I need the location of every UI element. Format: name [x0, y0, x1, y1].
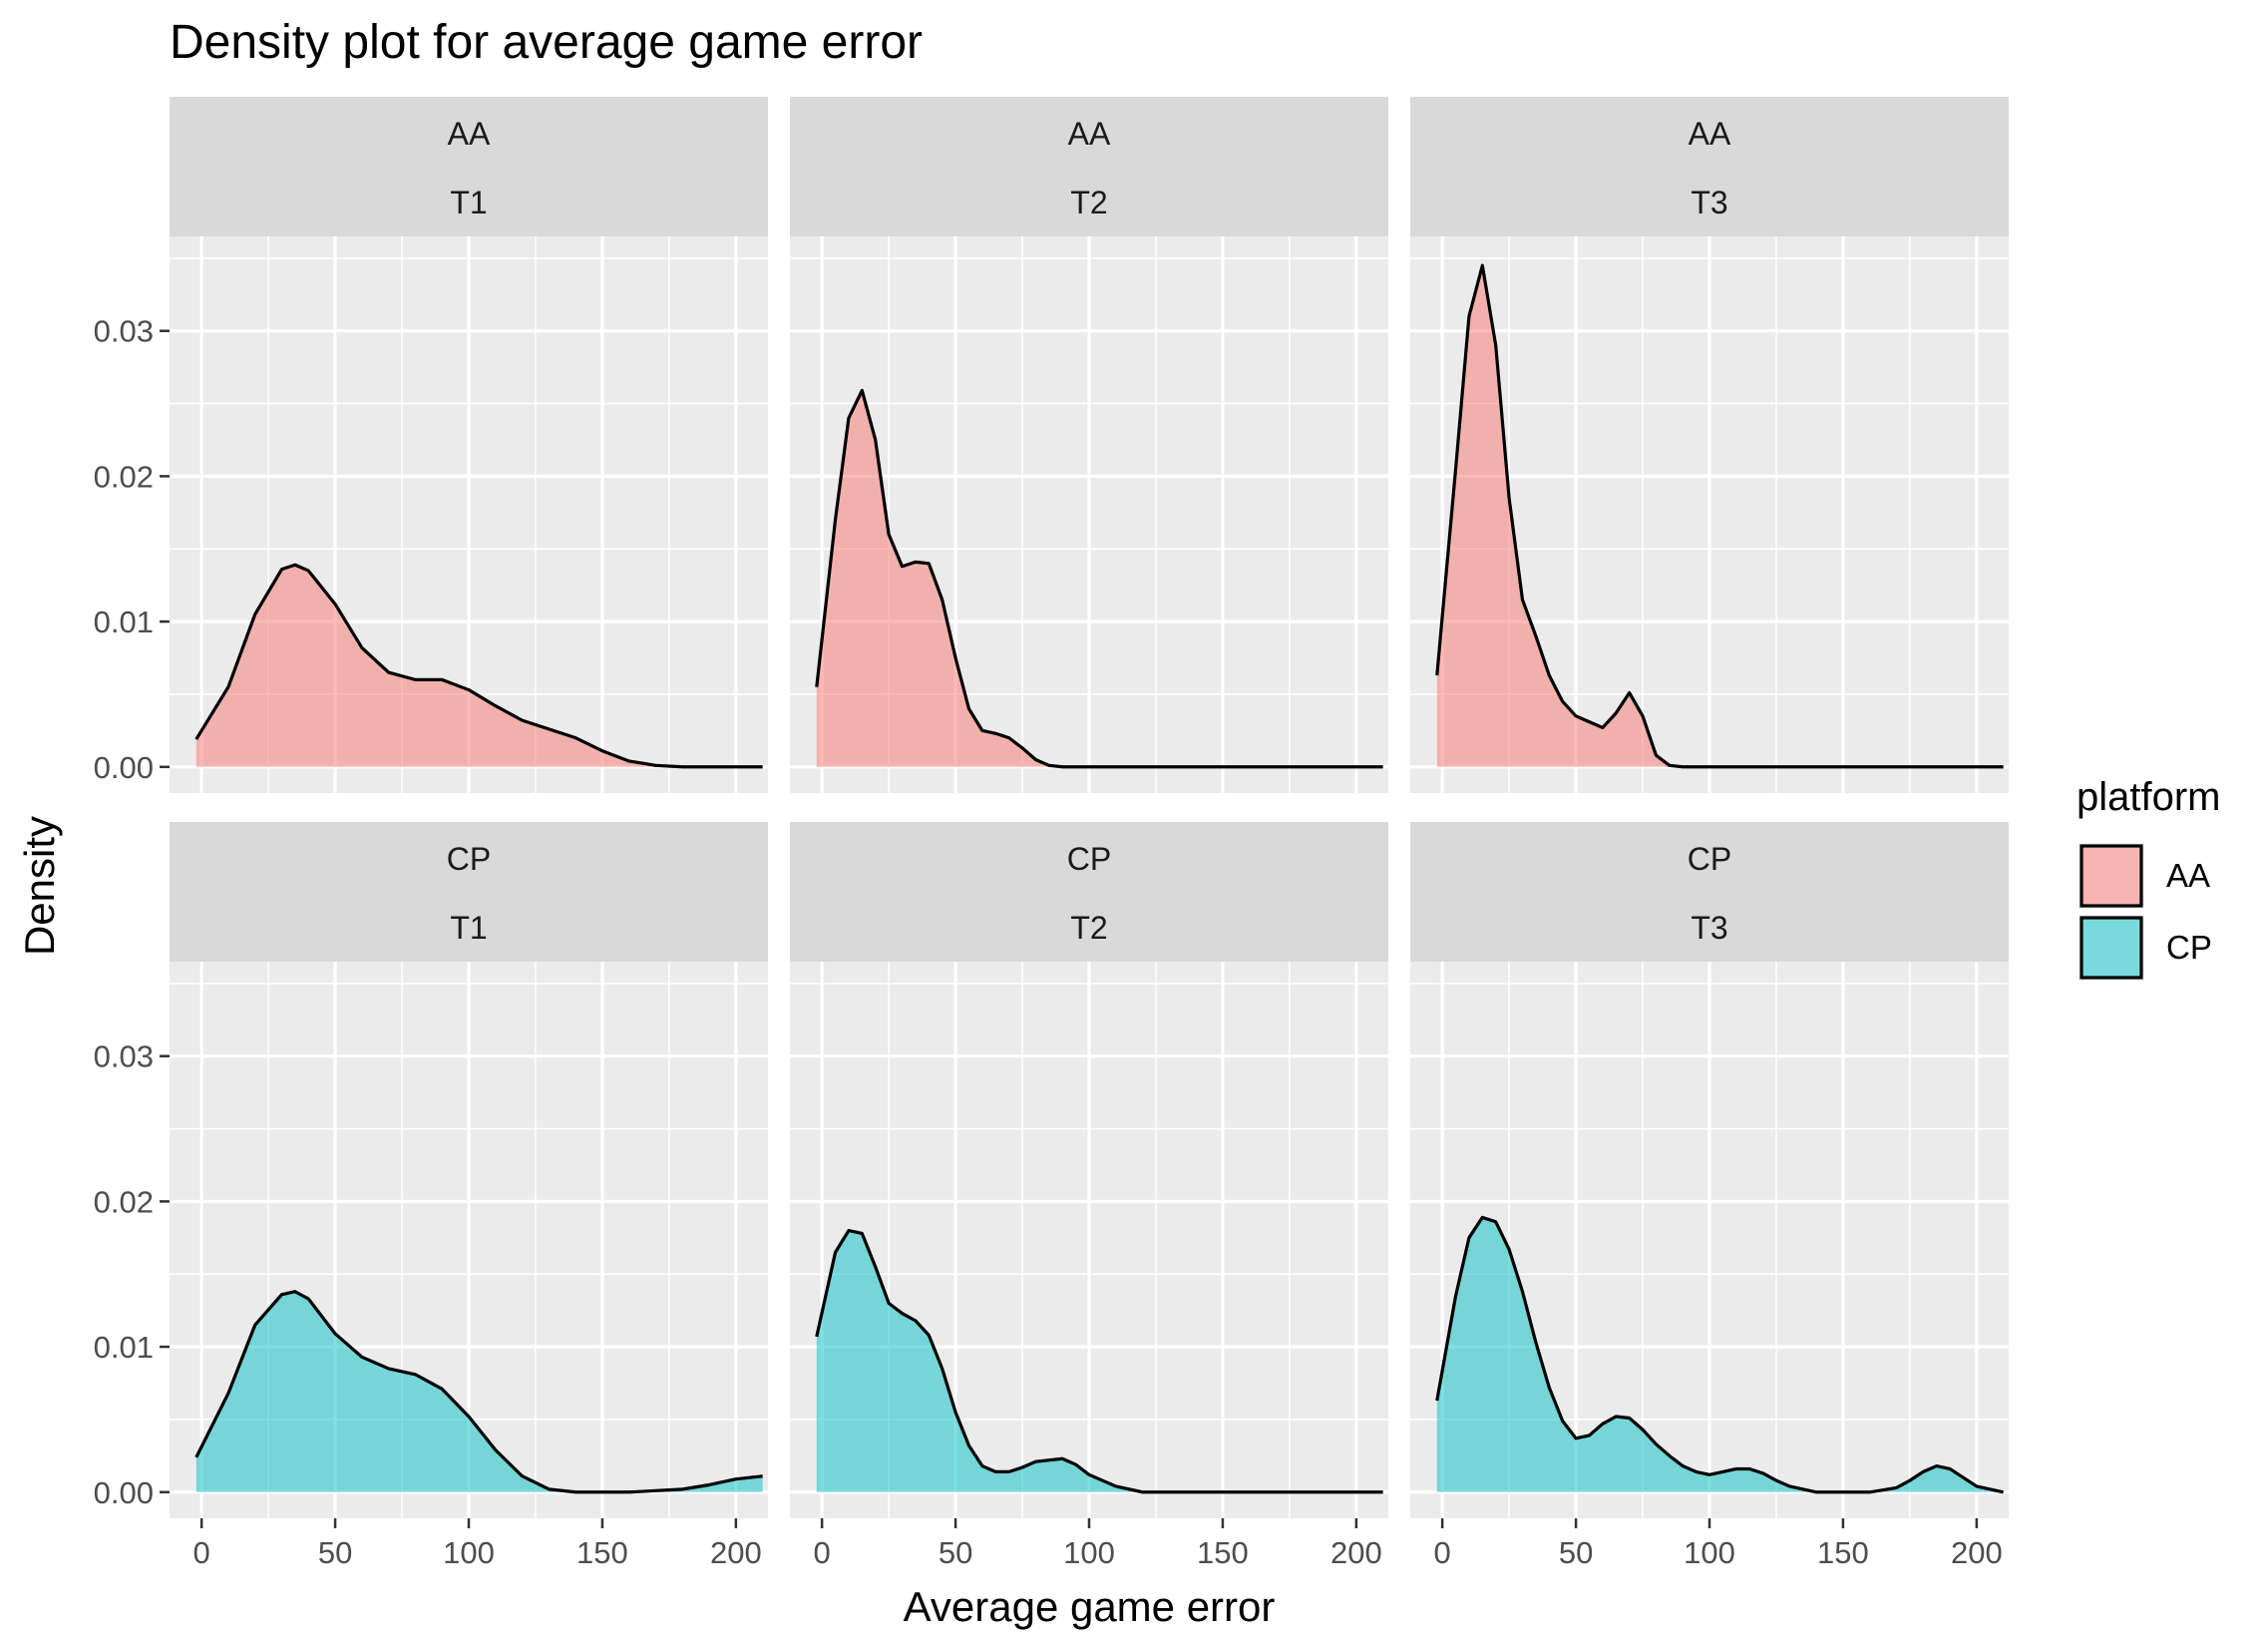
- x-tick-label: 100: [1063, 1535, 1115, 1570]
- x-tick-label: 150: [576, 1535, 628, 1570]
- facet-strip: [1410, 97, 2009, 236]
- y-tick-label: 0.00: [94, 750, 154, 785]
- strip-label-task: T2: [1070, 910, 1107, 946]
- strip-label-task: T1: [450, 910, 487, 946]
- x-tick-label: 50: [1559, 1535, 1593, 1570]
- y-tick-label: 0.03: [94, 314, 154, 349]
- x-tick-label: 100: [443, 1535, 495, 1570]
- x-tick-label: 0: [814, 1535, 831, 1570]
- panel-aa-t2: AA T2: [790, 97, 1388, 793]
- legend: platform AA CP: [2077, 775, 2221, 981]
- legend-swatch-cp: [2079, 916, 2143, 980]
- panel-cp-t1: CP T1 0.00 0.01 0.02 0.03 0 50 100 150 200: [94, 822, 768, 1570]
- x-tick-label: 200: [1330, 1535, 1382, 1570]
- legend-swatch-aa: [2079, 844, 2143, 908]
- strip-label-task: T3: [1691, 185, 1727, 220]
- strip-label-platform: AA: [1689, 116, 1731, 152]
- facet-strip: [790, 97, 1388, 236]
- strip-label-task: T1: [450, 185, 487, 220]
- x-tick-label: 0: [193, 1535, 210, 1570]
- strip-label-platform: CP: [447, 841, 491, 877]
- density-curve-aa: [194, 563, 763, 769]
- strip-label-platform: CP: [1067, 841, 1111, 877]
- density-curve-aa: [815, 388, 1383, 769]
- density-curve-cp: [194, 1290, 763, 1494]
- density-area-cp: [816, 1230, 1383, 1492]
- panel-cp-t2: CP T2 0 50 100 150 200: [790, 822, 1388, 1570]
- y-tick-label: 0.03: [94, 1039, 154, 1074]
- x-tick-label: 50: [318, 1535, 352, 1570]
- strip-label-platform: AA: [448, 116, 491, 152]
- x-tick-label: 200: [710, 1535, 762, 1570]
- density-area-cp: [1436, 1217, 2004, 1492]
- facet-panels: AA T1 0.00 0.01 0.02 0.03 AA T2 AA T3 CP T1 0.00 0.01…: [94, 97, 2009, 1570]
- facet-strip: [170, 97, 768, 236]
- density-curve-cp: [815, 1228, 1383, 1494]
- x-tick-label: 150: [1197, 1535, 1249, 1570]
- density-area-cp: [195, 1291, 763, 1492]
- x-tick-label: 50: [939, 1535, 972, 1570]
- panel-aa-t3: AA T3: [1410, 97, 2009, 793]
- y-axis-label: Density: [16, 816, 63, 956]
- density-curve-cp: [1435, 1215, 2004, 1494]
- legend-label-aa: AA: [2166, 857, 2210, 894]
- density-area-aa: [1436, 265, 2004, 767]
- x-tick-label: 0: [1434, 1535, 1451, 1570]
- legend-title: platform: [2077, 775, 2221, 819]
- x-axis-label: Average game error: [904, 1583, 1276, 1630]
- facet-strip: [790, 822, 1388, 962]
- strip-label-task: T2: [1070, 185, 1107, 220]
- y-tick-label: 0.02: [94, 1184, 154, 1219]
- chart-title: Density plot for average game error: [170, 16, 923, 69]
- density-area-aa: [195, 565, 763, 767]
- facet-strip: [170, 822, 768, 962]
- x-tick-label: 150: [1817, 1535, 1869, 1570]
- y-tick-label: 0.01: [94, 1330, 154, 1365]
- strip-label-platform: CP: [1688, 841, 1731, 877]
- y-tick-label: 0.02: [94, 459, 154, 494]
- facet-strip: [1410, 822, 2009, 962]
- strip-label-task: T3: [1691, 910, 1727, 946]
- x-tick-label: 100: [1684, 1535, 1735, 1570]
- density-curve-aa: [1435, 263, 2004, 769]
- legend-label-cp: CP: [2166, 929, 2212, 966]
- x-tick-label: 200: [1951, 1535, 2003, 1570]
- panel-aa-t1: AA T1 0.00 0.01 0.02 0.03: [94, 97, 768, 793]
- panel-cp-t3: CP T3 0 50 100 150 200: [1410, 822, 2009, 1570]
- strip-label-platform: AA: [1068, 116, 1111, 152]
- y-tick-label: 0.01: [94, 605, 154, 639]
- y-tick-label: 0.00: [94, 1475, 154, 1510]
